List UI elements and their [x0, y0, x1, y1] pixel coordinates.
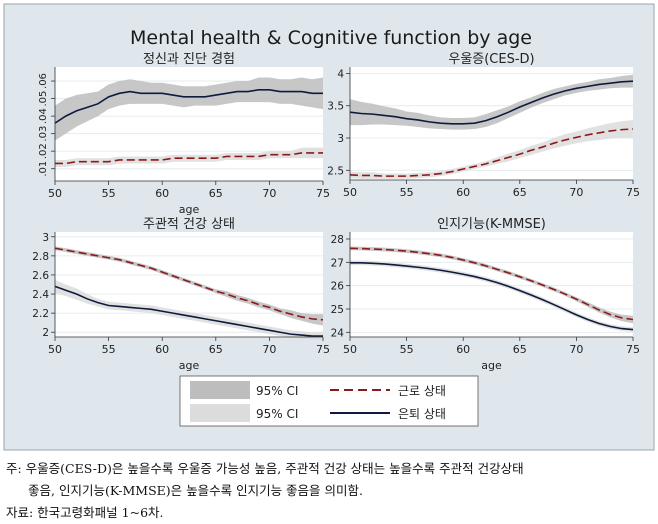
panel-4: 인지기능(K-MMSE) 50 55 60 65 70 75 age 24 25 26 27 28 — [331, 217, 640, 372]
panel-2-ci-band-1 — [350, 74, 633, 130]
panel-1-title: 정신과 진단 경험 — [143, 52, 235, 67]
panel-4-x-tick-label-3: 65 — [513, 343, 527, 356]
panel-2-ci-band-2 — [350, 119, 633, 179]
legend: 95% CI 95% CI 근로 상태 은퇴 상태 — [179, 375, 479, 427]
panel-3-y-tick-label-1: 2.2 — [32, 308, 49, 320]
panel-4-series-retired — [350, 261, 634, 331]
panel-2-series-working — [349, 128, 634, 177]
panel-3-x-tick-label-0: 50 — [48, 343, 62, 356]
panel-1-x-tick-label-1: 55 — [102, 187, 116, 200]
legend-ci-dark-swatch — [190, 381, 250, 399]
panel-3: 주관적 건강 상태 50 55 60 65 70 75 age 2 2.2 2.4 2.6 2.8 3 — [32, 217, 330, 372]
panel-1-y-tick-label-3: .04 — [38, 108, 49, 124]
panel-1-y-tick-label-5: .06 — [38, 73, 49, 89]
panel-4-x-label: age — [481, 359, 502, 372]
panel-1-x-tick-label-3: 65 — [209, 187, 223, 200]
panel-1-ci-band-2 — [55, 147, 323, 167]
panel-2: 우울증(CES-D) 50 55 60 65 70 75 2.5 3 3.5 4 — [327, 52, 640, 199]
source-note: 자료: 한국고령화패널 1~6차. — [6, 505, 164, 520]
panel-1-x-tick-label-2: 60 — [155, 187, 169, 200]
panel-1-x-label: age — [179, 203, 200, 216]
legend-ci-light-label: 95% CI — [256, 407, 298, 421]
panel-2-x-tick-label-3: 65 — [513, 186, 527, 199]
panel-1: 정신과 진단 경험 50 55 60 65 70 75 age .01 .02.03 .04.05.… — [38, 52, 330, 216]
panel-4-x-tick-label-4: 70 — [569, 343, 583, 356]
footnote-line-1: 주: 우울증(CES-D)은 높을수록 우울증 가능성 높음, 주관적 건강 상… — [6, 461, 524, 476]
panel-3-x-tick-label-4: 70 — [262, 343, 276, 356]
panel-2-x-tick-label-1: 55 — [400, 186, 414, 199]
footnote-line-2: 좋음, 인지기능(K-MMSE)은 높을수록 인지기능 좋음을 의미함. — [28, 483, 364, 498]
panel-4-y-tick-label-0: 24 — [331, 327, 345, 339]
panel-4-y-tick-label-4: 28 — [331, 234, 344, 246]
panel-4-x-tick-label-2: 60 — [456, 343, 470, 356]
chart-panels: 정신과 진단 경험 50 55 60 65 70 75 age .01 .02.03 .04.05.… — [32, 52, 640, 372]
panel-3-y-tick-label-2: 2.4 — [32, 289, 49, 301]
panel-2-y-tick-label-0: 2.5 — [327, 165, 344, 177]
panel-1-series-retired — [54, 89, 323, 124]
legend-retired-label: 은퇴 상태 — [398, 407, 446, 421]
panel-2-y-tick-label-1: 3 — [337, 133, 344, 145]
panel-2-x-tick-label-2: 60 — [456, 186, 470, 199]
panel-1-x-tick-label-4: 70 — [262, 187, 276, 200]
panel-1-x-tick-label-5: 75 — [316, 187, 330, 200]
panel-1-series-working — [55, 152, 323, 165]
panel-4-y-tick-label-1: 25 — [331, 304, 344, 316]
panel-4-title: 인지기능(K-MMSE) — [437, 217, 546, 232]
panel-3-series-retired — [54, 285, 323, 337]
panel-3-y-tick-label-3: 2.6 — [32, 270, 49, 282]
panel-2-title: 우울증(CES-D) — [448, 52, 534, 67]
panel-3-title: 주관적 건강 상태 — [143, 217, 235, 232]
legend-ci-dark-label: 95% CI — [256, 384, 298, 398]
panel-1-x-tick-label-0: 50 — [48, 187, 62, 200]
panel-3-y-tick-label-5: 3 — [42, 232, 49, 244]
panel-4-x-tick-label-0: 50 — [343, 343, 357, 356]
panel-4-series-working — [349, 247, 634, 321]
panel-4-x-tick-label-5: 75 — [626, 343, 640, 356]
panel-2-y-tick-label-3: 4 — [337, 68, 344, 80]
panel-2-y-tick-label-2: 3.5 — [327, 101, 344, 113]
panel-4-x-tick-label-1: 55 — [400, 343, 414, 356]
panel-3-y-tick-label-0: 2 — [42, 327, 49, 339]
panel-1-y-tick-label-4: .05 — [38, 91, 49, 107]
panel-4-y-tick-label-2: 26 — [331, 281, 345, 293]
panel-3-x-tick-label-3: 65 — [209, 343, 223, 356]
panel-1-y-tick-label-2: .03 — [38, 126, 49, 142]
panel-3-series-working — [54, 247, 324, 321]
panel-2-series-retired — [349, 80, 634, 125]
figure-title: Mental health & Cognitive function by ag… — [130, 27, 532, 49]
panel-3-x-tick-label-5: 75 — [316, 343, 330, 356]
panel-2-x-tick-label-5: 75 — [626, 186, 640, 199]
panel-2-x-tick-label-0: 50 — [343, 186, 357, 199]
panel-3-plot-area — [55, 232, 323, 337]
legend-working-label: 근로 상태 — [398, 384, 446, 398]
panel-3-ci-band-2 — [55, 279, 323, 340]
panel-3-ci-band-1 — [55, 246, 323, 326]
panel-3-x-tick-label-1: 55 — [102, 343, 116, 356]
legend-ci-light-swatch — [190, 404, 250, 422]
panel-4-y-tick-label-3: 27 — [331, 257, 344, 269]
panel-3-x-tick-label-2: 60 — [155, 343, 169, 356]
panel-3-y-tick-label-4: 2.8 — [32, 251, 49, 263]
panel-2-x-tick-label-4: 70 — [569, 186, 583, 199]
panel-3-x-label: age — [179, 359, 200, 372]
panel-1-y-tick-label-0: .01 — [38, 161, 49, 177]
panel-1-y-tick-label-1: .02 — [38, 143, 49, 159]
